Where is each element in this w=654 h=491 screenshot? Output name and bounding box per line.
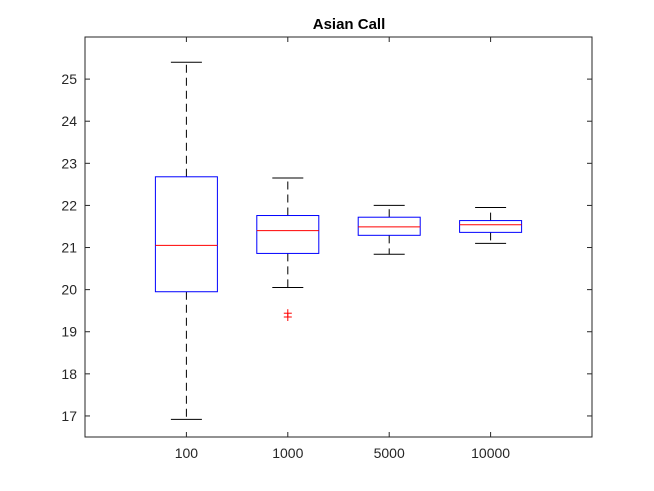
box-10000 <box>459 207 523 244</box>
box-body <box>459 220 523 233</box>
y-tick-label: 25 <box>61 71 77 87</box>
x-tick-label: 5000 <box>374 445 405 461</box>
box-100 <box>154 61 218 420</box>
y-tick-label: 21 <box>61 240 77 256</box>
plot-area <box>154 61 523 420</box>
y-tick-label: 17 <box>61 408 77 424</box>
x-tick-label: 1000 <box>272 445 303 461</box>
x-tick-label: 10000 <box>471 445 510 461</box>
y-tick-label: 18 <box>61 366 77 382</box>
x-axis: 100 1000 5000 10000 <box>175 37 510 461</box>
box-body <box>357 216 421 236</box>
x-tick-label: 100 <box>175 445 199 461</box>
y-tick-label: 22 <box>61 197 77 213</box>
chart-title: Asian Call <box>313 16 386 33</box>
box-body <box>256 215 320 254</box>
box-1000 <box>256 177 320 321</box>
y-tick-label: 20 <box>61 282 77 298</box>
box-body <box>154 176 218 293</box>
box-5000 <box>357 204 421 255</box>
y-tick-label: 23 <box>61 155 77 171</box>
y-axis: 17 18 19 20 21 22 23 24 25 <box>61 71 592 424</box>
axes-frame <box>84 36 593 438</box>
y-tick-label: 24 <box>61 113 77 129</box>
y-tick-label: 19 <box>61 324 77 340</box>
